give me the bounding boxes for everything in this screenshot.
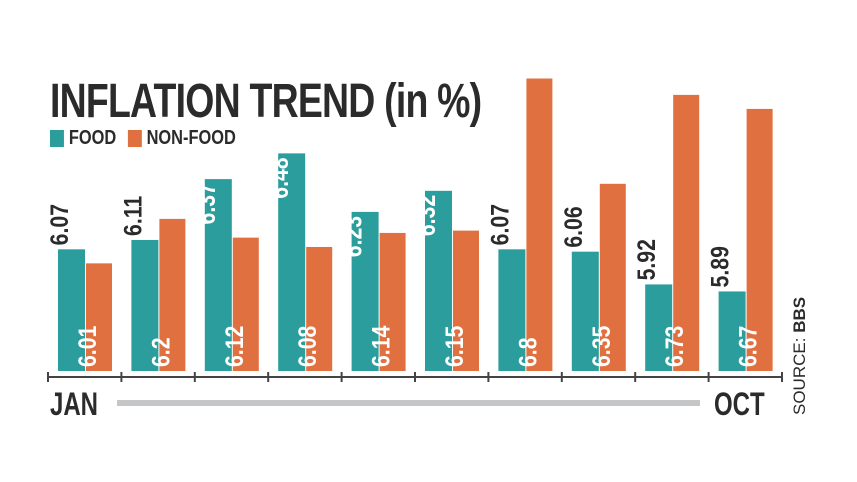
data-label-food: 6.23 bbox=[339, 216, 367, 257]
source-name: BBS bbox=[790, 296, 809, 333]
data-label-food: 6.06 bbox=[559, 206, 587, 247]
data-label-food: 5.92 bbox=[633, 239, 661, 280]
data-label-food: 6.37 bbox=[192, 183, 220, 224]
bar-food bbox=[351, 211, 379, 371]
bar-food bbox=[58, 249, 85, 371]
legend-food: FOOD bbox=[50, 127, 116, 150]
bar-food bbox=[571, 251, 599, 371]
bar-food bbox=[645, 284, 673, 371]
data-label-non-food: 6.01 bbox=[73, 326, 101, 367]
bar-non-food bbox=[379, 232, 406, 371]
data-label-non-food: 6.14 bbox=[367, 326, 395, 367]
data-label-food: 6.07 bbox=[486, 204, 514, 245]
data-label-non-food: 6.15 bbox=[440, 326, 468, 367]
data-label-non-food: 6.67 bbox=[734, 326, 762, 367]
bar-non-food bbox=[306, 246, 333, 371]
data-label-food: 5.89 bbox=[706, 246, 734, 287]
bar-non-food bbox=[159, 218, 186, 371]
bar-non-food bbox=[526, 78, 553, 371]
data-label-non-food: 6.8 bbox=[514, 337, 542, 367]
data-label-food: 6.32 bbox=[412, 195, 440, 236]
data-label-non-food: 6.35 bbox=[587, 326, 615, 367]
bar-food bbox=[131, 239, 159, 371]
source-prefix: SOURCE: bbox=[790, 337, 809, 415]
bar-non-food bbox=[673, 94, 700, 371]
axis-label-oct: OCT bbox=[714, 386, 765, 422]
data-label-food: 6.48 bbox=[266, 157, 294, 198]
bar-food bbox=[718, 291, 746, 371]
data-label-non-food: 6.73 bbox=[661, 326, 689, 367]
data-label-food: 6.11 bbox=[119, 196, 147, 236]
data-label-non-food: 6.2 bbox=[147, 337, 175, 367]
data-label-non-food: 6.12 bbox=[220, 326, 248, 367]
source-note: SOURCE: BBS bbox=[790, 297, 810, 415]
axis-label-jan: JAN bbox=[50, 386, 99, 422]
bar-food bbox=[278, 153, 306, 371]
bar-food bbox=[425, 190, 452, 371]
legend: FOOD NON-FOOD bbox=[50, 127, 247, 150]
legend-label-non-food: NON-FOOD bbox=[146, 127, 236, 149]
data-label-non-food: 6.08 bbox=[294, 326, 322, 367]
bar-non-food bbox=[453, 230, 479, 371]
data-label-food: 6.07 bbox=[45, 204, 73, 245]
legend-swatch-non-food bbox=[127, 130, 142, 147]
bar-food bbox=[204, 179, 232, 371]
bar-non-food bbox=[232, 237, 259, 371]
chart-title: INFLATION TREND (in %) bbox=[50, 75, 482, 128]
legend-non-food: NON-FOOD bbox=[127, 127, 236, 150]
bar-non-food bbox=[599, 183, 626, 371]
bar-food bbox=[498, 249, 526, 371]
bar-non-food bbox=[86, 263, 112, 371]
legend-swatch-food bbox=[50, 130, 64, 147]
legend-label-food: FOOD bbox=[68, 127, 117, 149]
bar-non-food bbox=[746, 108, 773, 372]
